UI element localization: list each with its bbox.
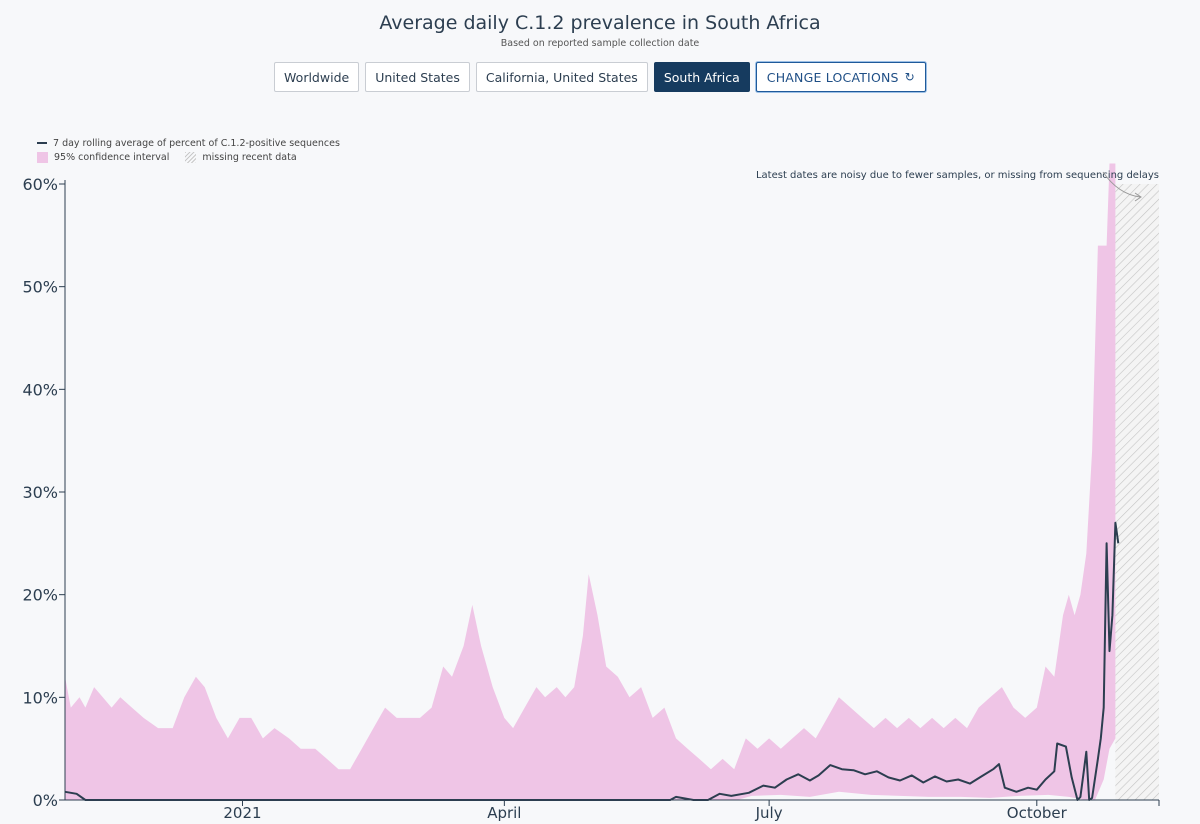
y-tick-label: 30% bbox=[22, 483, 58, 502]
location-button-united-states[interactable]: United States bbox=[365, 62, 470, 92]
chart-title: Average daily C.1.2 prevalence in South … bbox=[379, 12, 821, 34]
chart-legend: 7 day rolling average of percent of C.1.… bbox=[37, 136, 340, 164]
change-locations-label: CHANGE LOCATIONS bbox=[766, 69, 899, 85]
legend-missing-label: missing recent data bbox=[202, 151, 297, 163]
location-button-california[interactable]: California, United States bbox=[475, 62, 648, 92]
y-tick-label: 40% bbox=[22, 380, 58, 399]
x-tick-label: October bbox=[1007, 804, 1068, 822]
location-button-worldwide[interactable]: Worldwide bbox=[274, 62, 360, 92]
y-tick-label: 20% bbox=[22, 586, 58, 605]
x-tick-label: July bbox=[755, 804, 783, 822]
refresh-icon: ↻ bbox=[904, 70, 915, 84]
change-locations-button[interactable]: CHANGE LOCATIONS ↻ bbox=[755, 62, 926, 92]
annotation-arrow bbox=[1102, 171, 1142, 202]
y-tick-label: 10% bbox=[22, 688, 58, 707]
confidence-interval-area bbox=[65, 163, 1116, 800]
y-tick-label: 50% bbox=[22, 278, 58, 297]
y-tick-label: 60% bbox=[22, 175, 58, 194]
x-tick-label: April bbox=[487, 804, 521, 822]
legend-line-entry: 7 day rolling average of percent of C.1.… bbox=[37, 136, 340, 150]
legend-ci-swatch bbox=[37, 151, 48, 163]
chart-subtitle: Based on reported sample collection date bbox=[500, 38, 700, 49]
location-selector: Worldwide United States California, Unit… bbox=[0, 62, 1200, 92]
location-button-south-africa[interactable]: South Africa bbox=[653, 62, 750, 92]
legend-line-swatch bbox=[37, 142, 47, 144]
legend-ci-entry: 95% confidence interval missing recent d… bbox=[37, 150, 340, 164]
legend-missing-swatch bbox=[185, 151, 197, 163]
noisy-data-annotation: Latest dates are noisy due to fewer samp… bbox=[756, 170, 1159, 181]
legend-ci-label: 95% confidence interval bbox=[54, 151, 170, 163]
missing-data-band bbox=[1115, 184, 1159, 800]
x-tick-label: 2021 bbox=[223, 804, 261, 822]
legend-line-label: 7 day rolling average of percent of C.1.… bbox=[53, 137, 340, 149]
y-tick-label: 0% bbox=[33, 791, 58, 810]
